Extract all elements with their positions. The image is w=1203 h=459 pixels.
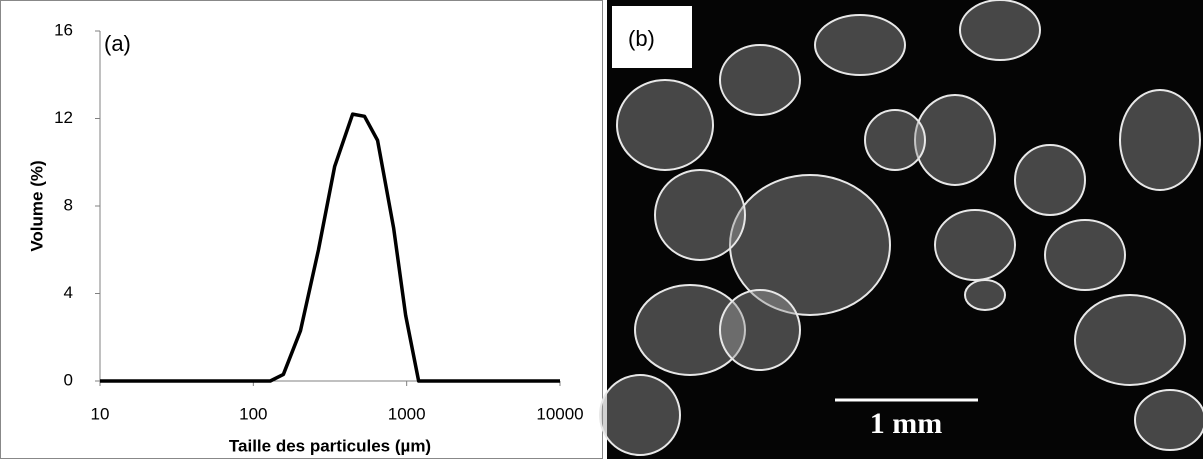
x-tick-label: 10000 [536, 404, 583, 423]
x-axis-label: Taille des particules (µm) [229, 436, 431, 455]
y-tick-label: 16 [54, 20, 73, 39]
photo-background [607, 0, 1203, 459]
photo-label-box [612, 6, 692, 68]
y-axis-label: Volume (%) [27, 160, 46, 251]
data-line [100, 112, 560, 383]
x-tick-label: 1000 [388, 404, 426, 423]
x-tick-label: 10 [91, 404, 110, 423]
y-tick-label: 8 [64, 195, 73, 214]
crystals [599, 0, 1203, 456]
chart-frame [0, 0, 603, 459]
scale-bar-label: 1 mm [870, 407, 942, 440]
y-tick-label: 4 [64, 283, 73, 302]
panel-label: (b) [628, 26, 655, 51]
photo-panel: (b) 1 mm [599, 0, 1203, 459]
panel-label: (a) [104, 31, 131, 56]
y-tick-label: 0 [64, 370, 73, 389]
y-tick-label: 12 [54, 108, 73, 127]
x-tick-label: 100 [239, 404, 267, 423]
